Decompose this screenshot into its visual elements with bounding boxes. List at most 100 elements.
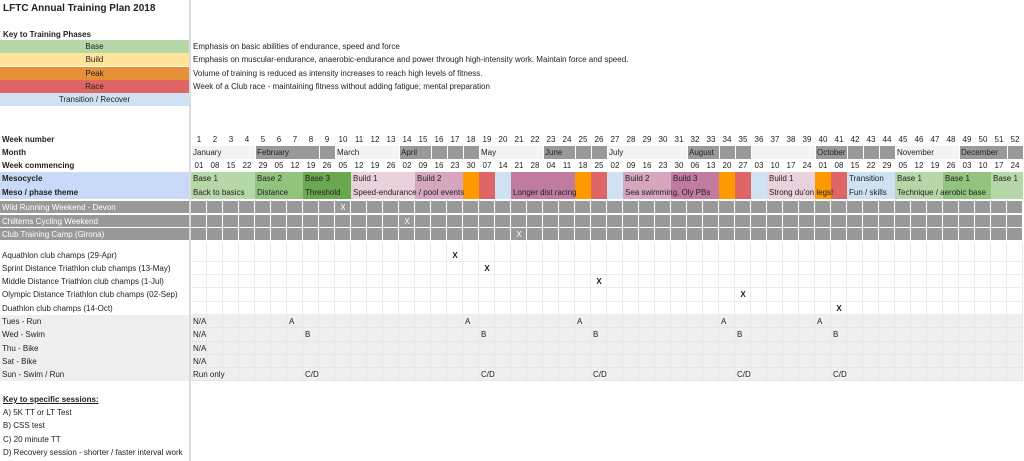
grid-cell bbox=[687, 288, 703, 302]
grid-cell bbox=[719, 328, 735, 342]
theme-block bbox=[751, 185, 767, 199]
grid-cell bbox=[911, 214, 927, 228]
grid-cell bbox=[911, 228, 927, 242]
grid-cell bbox=[191, 341, 207, 355]
race-mark: X bbox=[740, 290, 746, 300]
grid-cell bbox=[735, 354, 751, 369]
grid-cell bbox=[655, 328, 671, 342]
grid-cell bbox=[591, 315, 607, 329]
mesocycle-name: Base 3 bbox=[305, 174, 330, 184]
grid-cell bbox=[191, 354, 207, 369]
mesocycle-name: Transition bbox=[849, 174, 884, 184]
key-phase-description: Week of a Club race - maintaining fitnes… bbox=[193, 81, 490, 91]
grid-cell bbox=[239, 368, 255, 382]
grid-cell bbox=[463, 368, 479, 382]
week-number: 36 bbox=[754, 134, 764, 144]
week-number: 16 bbox=[434, 134, 444, 144]
grid-cell bbox=[783, 354, 799, 369]
week-commencing-date: 12 bbox=[354, 161, 364, 171]
grid-cell bbox=[367, 315, 383, 329]
session-key-item: B) CSS test bbox=[3, 421, 45, 431]
grid-cell bbox=[607, 288, 623, 302]
race-name: Middle Distance Triathlon club champs (1… bbox=[2, 277, 164, 287]
grid-cell bbox=[543, 261, 559, 276]
grid-cell bbox=[847, 214, 863, 228]
grid-cell bbox=[735, 228, 751, 242]
grid-cell bbox=[751, 368, 767, 382]
grid-cell bbox=[815, 301, 831, 315]
grid-cell bbox=[511, 315, 527, 329]
grid-cell bbox=[639, 201, 655, 215]
grid-cell bbox=[799, 228, 815, 242]
grid-cell bbox=[431, 368, 447, 382]
week-commencing-date: 23 bbox=[450, 161, 460, 171]
grid-cell bbox=[703, 261, 719, 276]
grid-cell bbox=[591, 248, 607, 262]
key-phase-description: Emphasis on basic abilities of endurance… bbox=[193, 42, 400, 51]
week-number: 21 bbox=[514, 134, 524, 144]
grid-cell bbox=[719, 214, 735, 228]
week-number: 34 bbox=[722, 134, 732, 144]
grid-cell bbox=[655, 201, 671, 215]
grid-cell bbox=[879, 248, 895, 262]
grid-cell bbox=[447, 341, 463, 355]
session-mark: N/A bbox=[193, 317, 207, 326]
grid-cell bbox=[319, 248, 335, 262]
grid-cell bbox=[751, 201, 767, 215]
grid-cell bbox=[815, 275, 831, 289]
grid-cell bbox=[671, 201, 687, 215]
grid-cell bbox=[287, 248, 303, 262]
grid-cell bbox=[927, 248, 943, 262]
grid-cell bbox=[223, 354, 239, 369]
grid-cell bbox=[959, 368, 975, 382]
month-cell bbox=[576, 146, 591, 159]
grid-cell bbox=[271, 341, 287, 355]
mesocycle-block bbox=[415, 172, 463, 186]
grid-cell bbox=[383, 288, 399, 302]
grid-cell bbox=[399, 228, 415, 242]
mesocycle-name: Build 1 bbox=[353, 174, 378, 184]
event-mark: X bbox=[404, 216, 410, 226]
grid-cell bbox=[479, 228, 495, 242]
grid-cell bbox=[207, 261, 223, 276]
race-mark: X bbox=[484, 263, 490, 273]
mesocycle-block bbox=[623, 172, 671, 186]
grid-cell bbox=[559, 248, 575, 262]
mesocycle-block bbox=[351, 172, 415, 186]
grid-cell bbox=[911, 261, 927, 276]
grid-cell bbox=[191, 301, 207, 315]
grid-cell bbox=[975, 341, 991, 355]
grid-cell bbox=[847, 248, 863, 262]
grid-cell bbox=[511, 354, 527, 369]
mesocycle-name: Base 2 bbox=[257, 174, 282, 184]
grid-cell bbox=[767, 341, 783, 355]
grid-cell bbox=[239, 315, 255, 329]
grid-cell bbox=[415, 228, 431, 242]
grid-cell bbox=[783, 214, 799, 228]
theme-block bbox=[511, 185, 575, 199]
month-cell bbox=[544, 146, 575, 159]
session-name: Wed - Swim bbox=[0, 328, 189, 342]
grid-cell bbox=[831, 288, 847, 302]
week-number: 38 bbox=[786, 134, 796, 144]
grid-cell bbox=[607, 315, 623, 329]
theme-block bbox=[719, 185, 735, 199]
grid-cell bbox=[559, 214, 575, 228]
grid-cell bbox=[863, 368, 879, 382]
grid-cell bbox=[735, 368, 751, 382]
grid-cell bbox=[575, 248, 591, 262]
grid-cell bbox=[351, 228, 367, 242]
grid-cell bbox=[831, 214, 847, 228]
theme-block bbox=[767, 185, 815, 199]
grid-cell bbox=[415, 275, 431, 289]
grid-cell bbox=[207, 301, 223, 315]
grid-cell bbox=[735, 301, 751, 315]
grid-cell bbox=[479, 315, 495, 329]
grid-cell bbox=[207, 288, 223, 302]
grid-cell bbox=[943, 228, 959, 242]
grid-cell bbox=[799, 354, 815, 369]
grid-cell bbox=[191, 228, 207, 242]
grid-cell bbox=[287, 328, 303, 342]
grid-cell bbox=[975, 368, 991, 382]
grid-cell bbox=[687, 341, 703, 355]
